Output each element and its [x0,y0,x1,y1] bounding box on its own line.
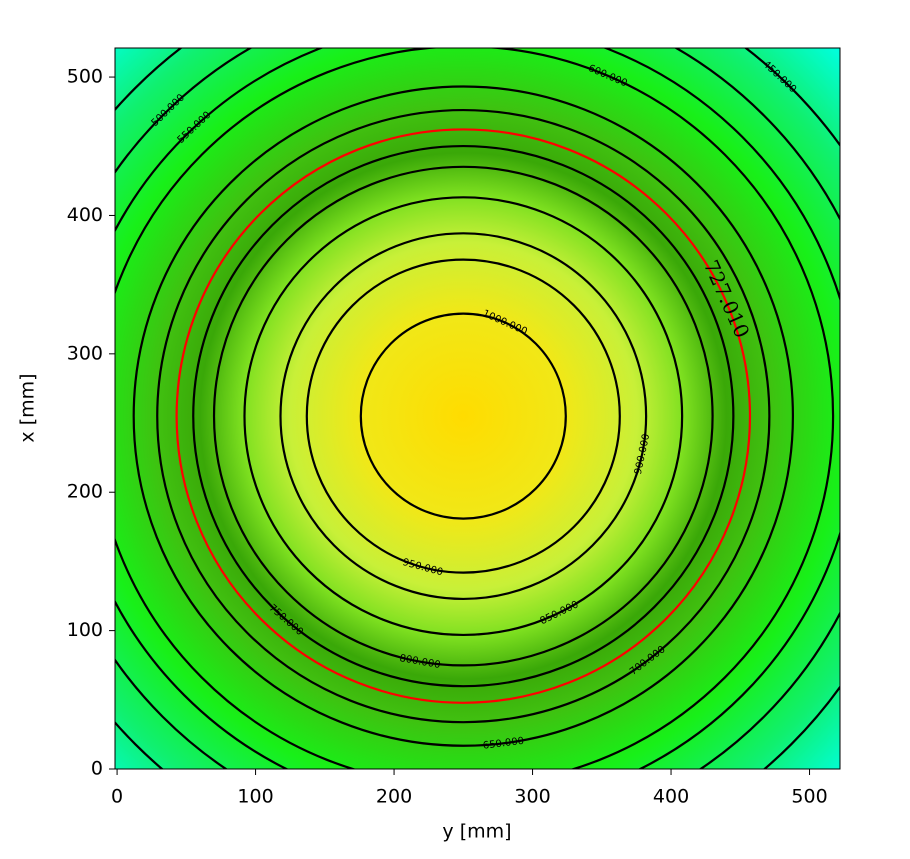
x-tick-label: 0 [111,786,123,808]
x-tick-label: 200 [376,786,412,808]
y-tick-label: 500 [67,66,103,88]
y-tick-label: 0 [91,758,103,780]
x-tick-label: 400 [653,786,689,808]
x-tick-label: 100 [237,786,273,808]
contour-line [175,128,752,704]
contour-line [305,258,621,574]
contour-line [359,312,567,520]
y-tick-label: 400 [67,204,103,226]
contour-line [156,108,771,724]
y-tick-label: 200 [67,481,103,503]
x-axis-label: y [mm] [442,821,511,843]
contour-line [132,85,795,747]
contour-label: 650.000 [482,736,524,752]
contour-line [243,196,684,637]
y-tick-label: 300 [67,342,103,364]
plot-frame [114,47,841,770]
contour-line [115,48,835,769]
contour-line [212,165,714,667]
contour-fill [115,48,840,769]
y-tick-label: 100 [67,619,103,641]
x-tick-label: 500 [791,786,827,808]
x-tick-label: 300 [514,786,550,808]
y-axis-label: x [mm] [17,373,39,442]
contour-line [192,144,735,688]
contour-line [279,232,648,601]
